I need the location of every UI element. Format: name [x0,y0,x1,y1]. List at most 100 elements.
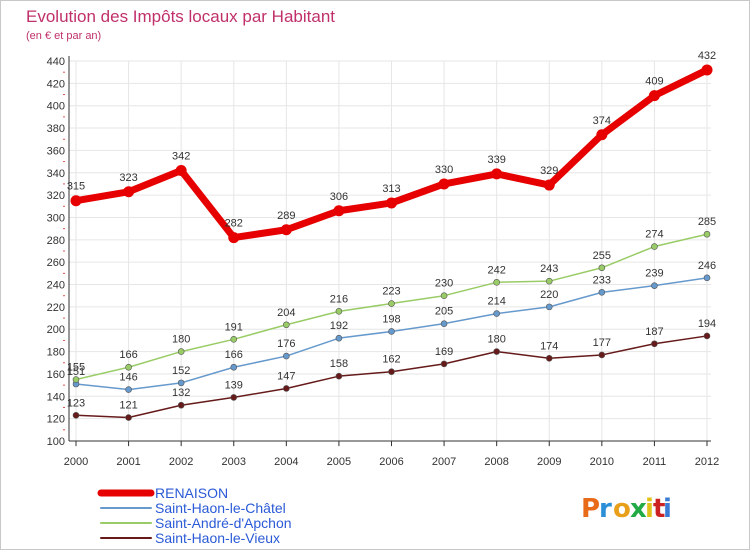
data-point [230,363,238,371]
data-point [545,277,553,285]
logo-letter: P [581,494,600,524]
x-tick-label: 2004 [274,456,298,468]
data-point [491,168,503,180]
y-tick-label: 300 [47,212,65,224]
legend-label: Saint-Haon-le-Vieux [155,530,280,546]
data-label: 158 [330,358,348,370]
data-point [283,321,290,329]
data-point [388,300,395,307]
logo-letter: t [653,494,665,524]
x-tick-label: 2011 [643,456,667,468]
data-label: 220 [540,289,558,301]
logo-letter: r [599,494,612,524]
data-label: 242 [487,264,505,276]
data-label: 330 [435,164,453,176]
data-label: 239 [645,268,663,280]
data-point [440,320,448,327]
y-tick-label: 360 [47,145,65,157]
data-label: 155 [67,362,85,374]
data-label: 374 [593,115,611,127]
logo-letter: o [613,494,631,524]
data-point [598,289,606,296]
data-label: 306 [330,191,348,203]
data-label: 152 [172,365,190,377]
data-point [703,274,711,282]
data-label: 216 [330,293,348,305]
data-label: 166 [119,349,137,361]
data-label: 169 [435,346,453,358]
data-label: 230 [435,278,453,290]
y-tick-label: 140 [47,391,65,403]
data-point [335,308,343,315]
data-label: 274 [645,229,663,241]
legend: RENAISONSaint-Haon-le-ChâtelSaint-André-… [97,485,292,546]
data-point [545,354,553,362]
axes: 1001201401601802002202402602803003203403… [47,56,719,468]
data-point [230,394,238,401]
y-tick-label: 320 [47,190,65,202]
data-label: 323 [119,172,137,184]
data-point [543,179,555,191]
data-point [545,303,553,311]
data-label: 285 [698,216,716,228]
chart-subtitle: (en € et par an) [26,30,101,42]
data-label: 180 [172,334,190,346]
data-point [598,264,606,272]
data-point [388,368,395,376]
data-label: 313 [382,183,400,195]
data-point [651,340,658,348]
data-label: 162 [382,354,400,366]
data-label: 342 [172,151,190,163]
data-label: 194 [698,318,716,330]
data-point [177,401,185,409]
logo-letter: x [630,494,647,524]
data-label: 174 [540,340,558,352]
data-label: 180 [487,334,505,346]
data-point [175,165,187,177]
data-label: 151 [67,366,85,378]
data-point [125,386,132,393]
data-point [703,332,711,340]
data-point [648,90,660,102]
x-tick-label: 2005 [327,456,351,468]
data-label: 289 [277,210,295,222]
y-tick-label: 120 [47,414,65,426]
data-point [280,224,292,236]
x-tick-label: 2003 [222,456,246,468]
data-label: 132 [172,387,190,399]
data-point [493,310,500,317]
data-point [703,230,711,238]
x-tick-label: 2006 [379,456,403,468]
data-point [228,232,240,244]
data-label: 233 [593,274,611,286]
data-point [440,292,448,300]
chart-title: Evolution des Impôts locaux par Habitant [26,7,335,26]
x-tick-label: 2012 [695,456,719,468]
x-tick-label: 2010 [590,456,614,468]
proxiti-logo: Pr o xi ti [581,494,672,524]
data-point [283,352,290,360]
data-label: 139 [225,379,243,391]
data-point [493,278,500,286]
data-label: 204 [277,307,295,319]
data-label: 432 [698,50,716,62]
data-point [386,197,397,209]
y-tick-label: 220 [47,302,65,314]
y-tick-label: 380 [47,123,65,135]
legend-label: Saint-André-d'Apchon [155,515,292,531]
data-point [335,372,343,380]
data-label: 255 [593,250,611,262]
data-labels: 315 323 342 282 289 306 313 330 339 329 374 409 432 1… [67,50,716,412]
y-tick-label: 260 [47,257,65,269]
data-label: 339 [487,154,505,166]
data-point [651,243,658,250]
data-label: 246 [698,260,716,272]
data-label: 123 [67,397,85,409]
data-label: 146 [119,372,137,384]
logo-letter: i [645,494,654,524]
data-point [283,385,290,392]
data-point [440,360,448,368]
data-label: 177 [593,337,611,349]
y-tick-label: 400 [47,101,65,113]
